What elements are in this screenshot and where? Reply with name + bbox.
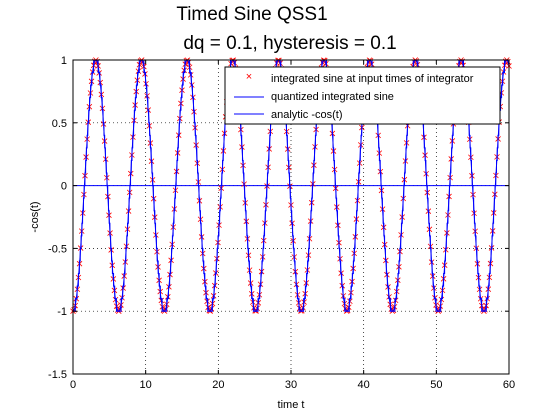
y-tick-label: -0.5 <box>48 243 67 255</box>
x-tick-label: 40 <box>358 379 370 391</box>
y-axis-label: -cos(t) <box>29 201 41 232</box>
x-tick-label: 60 <box>503 379 515 391</box>
y-tick-label: 0 <box>61 181 67 193</box>
x-tick-label: 30 <box>285 379 297 391</box>
legend-label-markers: integrated sine at input times of integr… <box>271 73 474 85</box>
y-tick-label: -1.5 <box>48 369 67 381</box>
x-tick-label: 50 <box>430 379 442 391</box>
legend-label-quantized: quantized integrated sine <box>271 91 394 103</box>
axes-frame <box>72 59 510 375</box>
tick-layer: 0 10 20 30 40 50 60 -1.5 -1 -0.5 0 0.5 1 <box>48 55 515 391</box>
y-tick-label: 0.5 <box>52 118 67 130</box>
legend-label-analytic: analytic -cos(t) <box>271 109 343 121</box>
legend-entry-quantized: quantized integrated sine <box>234 91 394 103</box>
x-tick-label: 10 <box>140 379 152 391</box>
legend-entry-analytic: analytic -cos(t) <box>234 109 343 121</box>
legend-entry-markers: × integrated sine at input times of inte… <box>246 71 474 85</box>
legend-box <box>224 66 501 125</box>
legend-x-marker-icon: × <box>246 71 252 83</box>
x-tick-label: 0 <box>70 379 76 391</box>
legend: × integrated sine at input times of inte… <box>224 66 501 125</box>
x-axis-label: time t <box>278 399 305 411</box>
y-tick-label: -1 <box>57 306 67 318</box>
chart-subtitle: dq = 0.1, hysteresis = 0.1 <box>183 33 396 54</box>
y-tick-label: 1 <box>61 55 67 67</box>
chart-title: Timed Sine QSS1 <box>176 4 327 25</box>
series-analytic-line <box>72 59 510 312</box>
x-tick-label: 20 <box>212 379 224 391</box>
series-layer <box>70 57 512 314</box>
